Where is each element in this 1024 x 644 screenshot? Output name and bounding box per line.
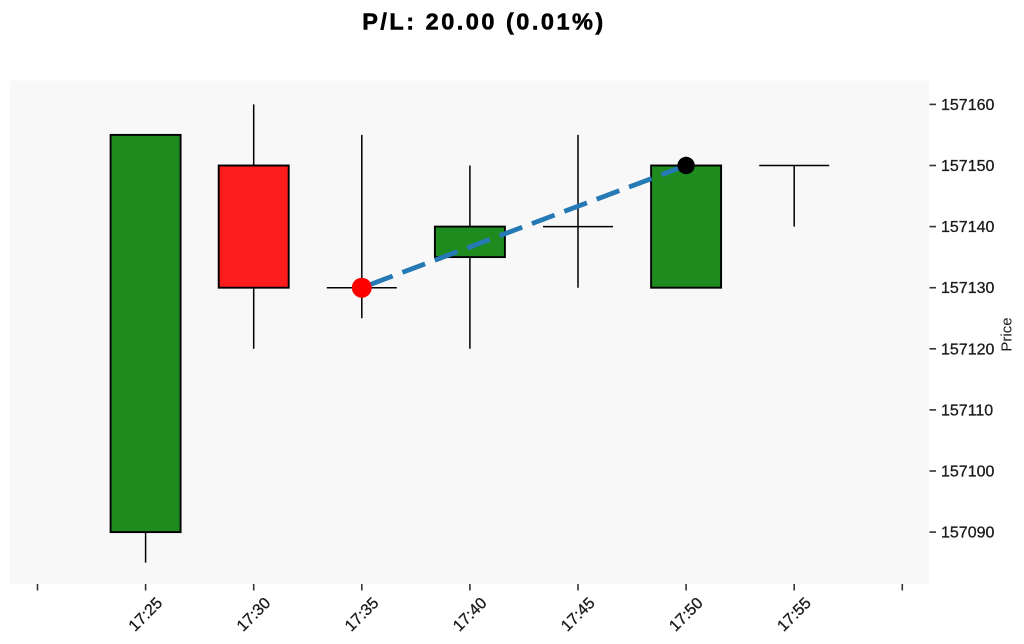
- svg-text:P/L: 20.00 (0.01%): P/L: 20.00 (0.01%): [362, 9, 606, 35]
- svg-text:157130: 157130: [941, 280, 994, 297]
- svg-text:157110: 157110: [941, 402, 993, 419]
- svg-text:157140: 157140: [941, 219, 994, 236]
- svg-text:157120: 157120: [941, 341, 994, 358]
- svg-text:157160: 157160: [941, 97, 994, 114]
- svg-text:157100: 157100: [941, 464, 994, 481]
- svg-text:157150: 157150: [941, 158, 994, 175]
- svg-text:157090: 157090: [941, 525, 994, 542]
- svg-text:Price: Price: [999, 317, 1016, 351]
